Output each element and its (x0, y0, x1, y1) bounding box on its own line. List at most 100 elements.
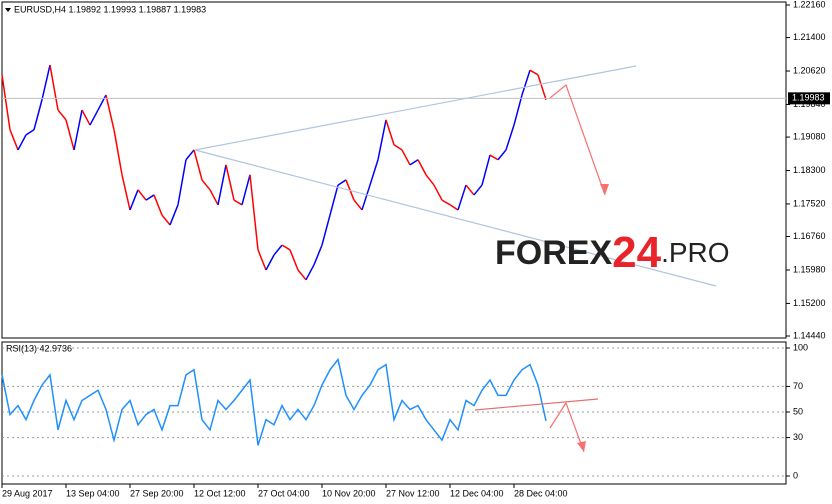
last-price-label: 1.19983 (792, 93, 825, 103)
price-segment (337, 179, 347, 186)
price-segment (1, 74, 11, 130)
price-segment (369, 159, 379, 186)
price-segment (537, 74, 547, 100)
y-tick-label: 1.18300 (793, 165, 826, 175)
x-tick-label: 10 Nov 20:00 (322, 488, 376, 498)
price-segment (177, 159, 187, 205)
price-segment (313, 244, 323, 266)
y-tick-label: 30 (793, 432, 803, 442)
price-segment (17, 134, 27, 151)
price-segment (153, 194, 163, 216)
x-tick-label: 29 Aug 2017 (2, 488, 53, 498)
trend-line (194, 65, 637, 151)
price-segment (305, 264, 315, 281)
price-segment (521, 69, 531, 96)
price-segment (361, 184, 371, 211)
price-segment (145, 194, 155, 201)
arrow (549, 401, 585, 453)
price-segment (385, 119, 395, 146)
price-segment (353, 199, 363, 211)
price-segment (137, 189, 147, 201)
price-segment (321, 214, 331, 246)
price-segment (241, 174, 251, 205)
last-price-box (788, 92, 830, 105)
price-segment (225, 164, 235, 201)
price-segment (249, 174, 259, 250)
y-tick-label: 1.20620 (793, 65, 826, 75)
price-segment (97, 94, 107, 111)
y-tick-label: 1.21400 (793, 32, 826, 42)
price-segment (465, 184, 475, 196)
x-tick-label: 27 Oct 04:00 (258, 488, 310, 498)
price-segment (25, 129, 35, 136)
y-tick-label: 100 (793, 342, 808, 352)
x-tick-label: 12 Oct 12:00 (194, 488, 246, 498)
price-segment (217, 164, 227, 205)
price-segment (457, 184, 467, 211)
price-segment (497, 149, 507, 161)
price-segment (129, 189, 139, 211)
x-tick-label: 27 Nov 12:00 (386, 488, 440, 498)
y-tick-label: 1.17520 (793, 198, 826, 208)
price-segment (505, 124, 515, 151)
trend-line (474, 398, 599, 411)
price-segment (89, 109, 99, 126)
price-segment (169, 204, 179, 226)
chart-title: EURUSD,H4 1.19892 1.19993 1.19887 1.1998… (14, 4, 206, 14)
menu-icon (5, 8, 11, 12)
y-tick-label: 50 (793, 406, 803, 416)
trend-line (194, 149, 717, 287)
y-tick-label: 1.15980 (793, 264, 826, 274)
price-segment (9, 129, 19, 151)
arrow-head (600, 184, 609, 195)
price-segment (297, 269, 307, 281)
price-segment (449, 204, 459, 211)
y-tick-label: 1.16760 (793, 231, 826, 241)
price-segment (441, 199, 451, 206)
rsi-panel (1, 341, 787, 485)
price-segment (289, 249, 299, 271)
price-segment (41, 64, 51, 100)
price-segment (329, 184, 339, 216)
price-segment (33, 99, 43, 130)
arrow-head (577, 441, 586, 452)
price-segment (161, 214, 171, 226)
x-tick-label: 13 Sep 04:00 (66, 488, 120, 498)
price-segment (81, 109, 91, 126)
price-segment (425, 174, 435, 186)
price-segment (529, 69, 539, 76)
y-tick-label: 0 (793, 470, 798, 480)
rsi-title: RSI(13) 42.9736 (6, 343, 72, 353)
price-segment (489, 154, 499, 161)
price-segment (513, 94, 523, 126)
price-segment (193, 149, 203, 181)
price-segment (281, 244, 291, 251)
price-segment (209, 189, 219, 206)
price-segment (265, 254, 275, 271)
watermark-part: 24 (612, 228, 661, 277)
price-segment (377, 119, 387, 160)
y-tick-label: 70 (793, 381, 803, 391)
price-segment (401, 149, 411, 166)
y-tick-label: 1.22160 (793, 0, 826, 9)
y-tick-label: 1.15200 (793, 298, 826, 308)
price-segment (473, 184, 483, 196)
watermark: FOREX24.PRO (495, 228, 730, 277)
x-tick-label: 12 Dec 04:00 (450, 488, 504, 498)
price-segment (121, 174, 131, 211)
price-segment (185, 149, 195, 161)
price-segment (113, 129, 123, 175)
y-tick-label: 1.14440 (793, 330, 826, 340)
arrow (549, 83, 606, 196)
price-segment (105, 94, 115, 130)
price-segment (481, 154, 491, 186)
y-tick-label: 1.19080 (793, 131, 826, 141)
x-tick-label: 27 Sep 20:00 (130, 488, 184, 498)
price-segment (417, 159, 427, 176)
price-segment (433, 184, 443, 201)
price-segment (57, 109, 67, 121)
x-tick-label: 28 Dec 04:00 (514, 488, 568, 498)
